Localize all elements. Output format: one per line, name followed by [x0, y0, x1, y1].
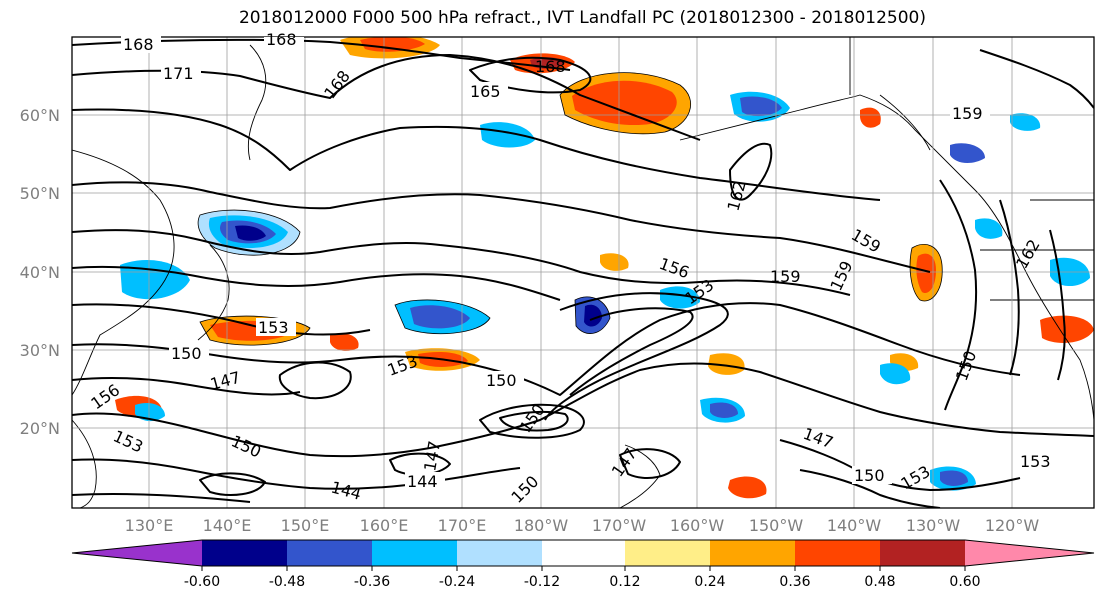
lon-label: 130°E: [125, 516, 174, 535]
lat-label: 50°N: [20, 184, 60, 203]
latitude-labels: 60°N 50°N 40°N 30°N 20°N: [20, 106, 60, 438]
positive-anomaly-patch: [330, 333, 359, 351]
colorbar-tick-label: -0.12: [524, 574, 560, 590]
negative-anomaly-patch: [710, 402, 738, 418]
lon-label: 160°E: [360, 516, 409, 535]
colorbar-tick-label: 0.60: [949, 574, 980, 590]
map-title: 2018012000 F000 500 hPa refract., IVT La…: [238, 8, 926, 28]
colorbar-segment: [880, 540, 965, 566]
colorbar-segment: [372, 540, 457, 566]
lon-label: 150°E: [281, 516, 330, 535]
lon-label: 160°W: [670, 516, 725, 535]
contour-label: 153: [258, 318, 289, 337]
negative-anomaly-patch: [1010, 113, 1041, 131]
negative-anomaly-patch: [480, 122, 535, 148]
contour-label: 159: [770, 267, 801, 286]
colorbar-segment: [710, 540, 795, 566]
colorbar-segment: [287, 540, 372, 566]
colorbar-tick-label: -0.60: [184, 574, 220, 590]
positive-anomaly-patch: [572, 80, 677, 126]
negative-anomaly-patch: [940, 470, 968, 486]
contour-label: 168: [123, 35, 154, 54]
negative-anomaly-patch: [584, 304, 602, 327]
contour-label: 165: [470, 82, 501, 101]
contour-label: 144: [407, 472, 438, 491]
lon-label: 140°E: [203, 516, 252, 535]
negative-anomaly-patch: [410, 305, 470, 329]
lon-label: 140°W: [827, 516, 882, 535]
negative-anomaly-patch: [660, 286, 700, 309]
plot-frame: [71, 36, 1095, 509]
colorbar-segment: [72, 540, 202, 566]
colorbar-tick-label: -0.36: [354, 574, 390, 590]
negative-anomaly-patch: [135, 403, 165, 422]
lat-label: 40°N: [20, 263, 60, 282]
colorbar-tick-label: 0.24: [694, 574, 725, 590]
lon-label: 170°E: [438, 516, 487, 535]
lon-label: 180°W: [514, 516, 569, 535]
lat-label: 20°N: [20, 419, 60, 438]
map-field: [72, 37, 1094, 508]
positive-anomaly-patch: [728, 476, 767, 499]
colorbar-segment: [795, 540, 880, 566]
negative-anomaly-patch: [120, 260, 190, 300]
negative-anomaly-patch: [740, 96, 782, 117]
positive-anomaly-patch: [916, 253, 936, 294]
colorbar-tick-label: -0.24: [439, 574, 475, 590]
negative-anomaly-patch: [235, 225, 266, 241]
contour-label: 168: [535, 57, 566, 76]
longitude-labels: 130°E 140°E 150°E 160°E 170°E 180°W 170°…: [125, 516, 1040, 535]
refractivity-contours: [72, 38, 1094, 508]
colorbar-segment: [542, 540, 625, 566]
contour-label: 153: [1020, 452, 1051, 471]
contour-label: 150: [854, 466, 885, 485]
colorbar-tick-label: 0.12: [609, 574, 640, 590]
anomaly-edge-lines: [197, 72, 943, 346]
colorbar-tick-label: -0.48: [269, 574, 305, 590]
positive-anomaly-patch: [860, 107, 881, 128]
positive-anomaly-patch: [708, 353, 745, 375]
lon-label: 150°W: [749, 516, 804, 535]
negative-anomaly-patch: [975, 218, 1003, 239]
colorbar-segment: [625, 540, 710, 566]
negative-anomaly-patch: [880, 363, 911, 385]
contour-label: 168: [266, 30, 297, 49]
negative-anomaly-patch: [950, 143, 985, 164]
positive-anomaly-patch: [600, 253, 629, 271]
lat-label: 30°N: [20, 341, 60, 360]
contour-label: 159: [952, 104, 983, 123]
lon-label: 170°W: [592, 516, 647, 535]
positive-anomaly-patch: [1040, 315, 1094, 343]
colorbar-segment: [457, 540, 542, 566]
colorbar: -0.60 -0.48 -0.36 -0.24 -0.12 0.12 0.24 …: [71, 539, 1095, 590]
colorbar-segment: [965, 540, 1094, 566]
contour-label: 150: [486, 371, 517, 390]
lat-label: 60°N: [20, 106, 60, 125]
lon-label: 130°W: [906, 516, 961, 535]
colorbar-tick-label: 0.36: [779, 574, 810, 590]
lon-label: 120°W: [985, 516, 1040, 535]
positive-anomaly-patch: [360, 37, 425, 52]
contour-label: 171: [163, 64, 194, 83]
colorbar-segment: [202, 540, 287, 566]
colorbar-tick-label: 0.48: [864, 574, 895, 590]
contour-label: 150: [171, 344, 202, 363]
